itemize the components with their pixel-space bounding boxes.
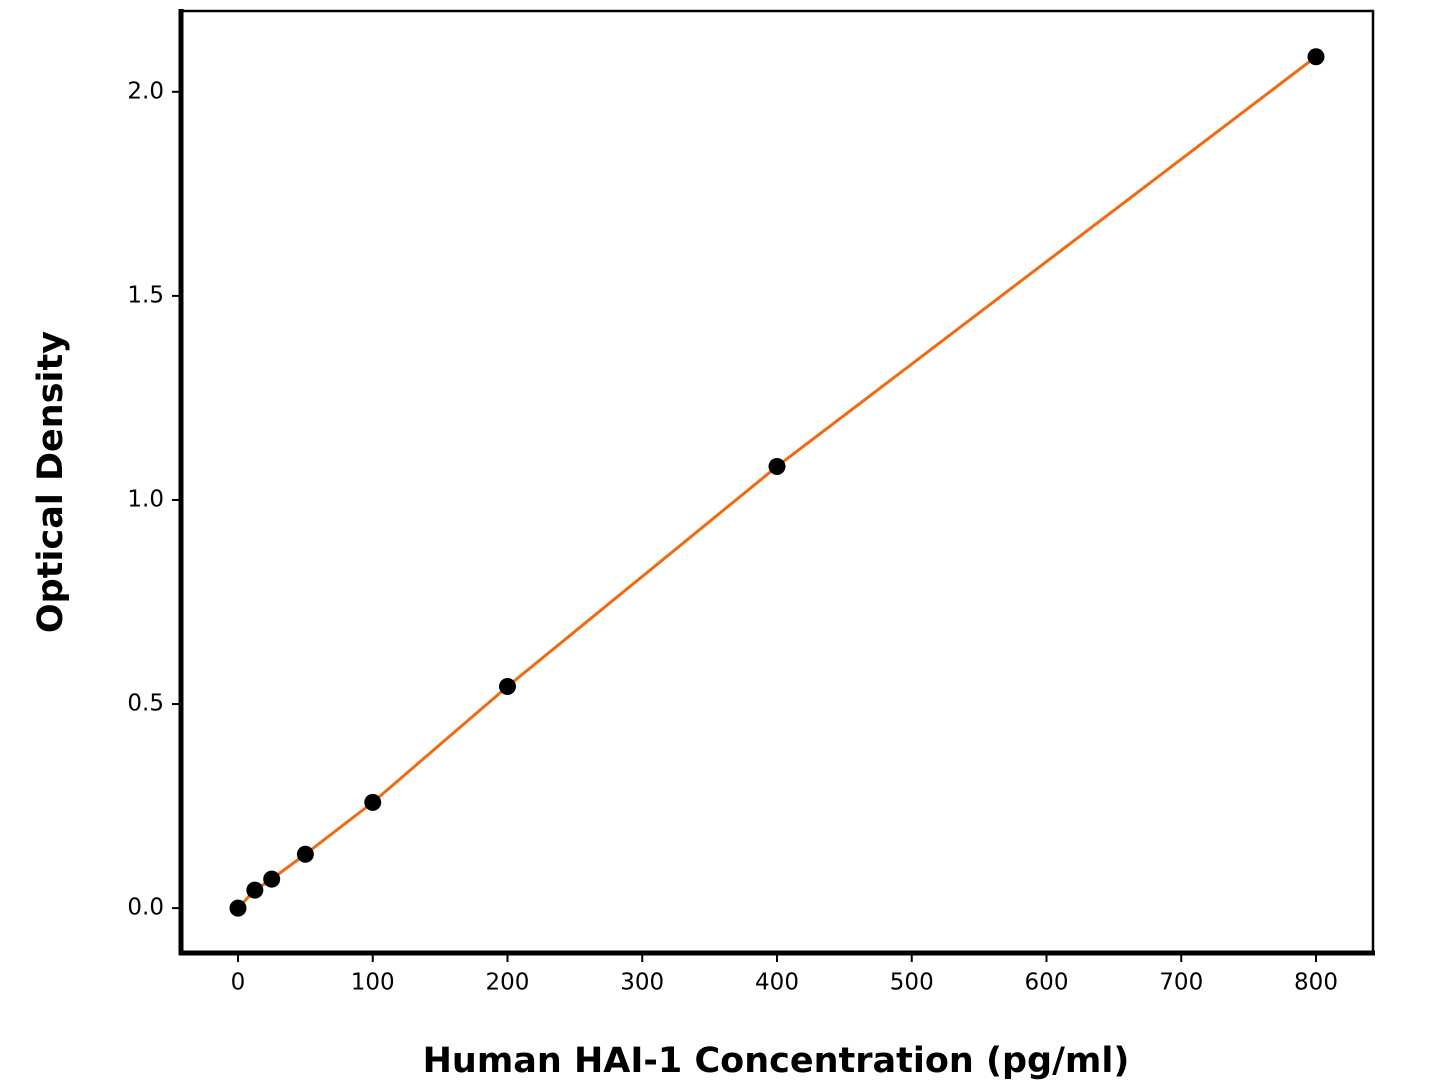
data-point — [364, 793, 382, 811]
x-tick-label: 400 — [755, 970, 799, 996]
data-point — [246, 881, 264, 899]
y-tick-label: 1.0 — [127, 486, 164, 512]
data-point — [768, 457, 786, 475]
x-tick-label: 300 — [620, 970, 664, 996]
x-tick-label: 700 — [1159, 970, 1203, 996]
data-point — [1307, 48, 1325, 66]
y-axis-label: Optical Density — [31, 331, 71, 633]
y-tick-label: 2.0 — [127, 78, 164, 104]
data-point — [229, 899, 247, 917]
data-point — [296, 845, 314, 863]
x-tick-label: 500 — [890, 970, 934, 996]
x-tick-label: 100 — [351, 970, 395, 996]
x-tick-label: 200 — [486, 970, 530, 996]
x-axis-label: Human HAI-1 Concentration (pg/ml) — [423, 1041, 1130, 1081]
y-tick-label: 0.5 — [127, 691, 164, 717]
y-tick-label: 1.5 — [127, 282, 164, 308]
x-tick-label: 600 — [1025, 970, 1069, 996]
y-tick-label: 0.0 — [127, 895, 164, 921]
fit-line — [236, 55, 1317, 910]
data-point — [263, 870, 281, 888]
data-point — [498, 677, 516, 695]
x-tick-label: 0 — [231, 970, 246, 996]
x-tick-label: 800 — [1294, 970, 1338, 996]
